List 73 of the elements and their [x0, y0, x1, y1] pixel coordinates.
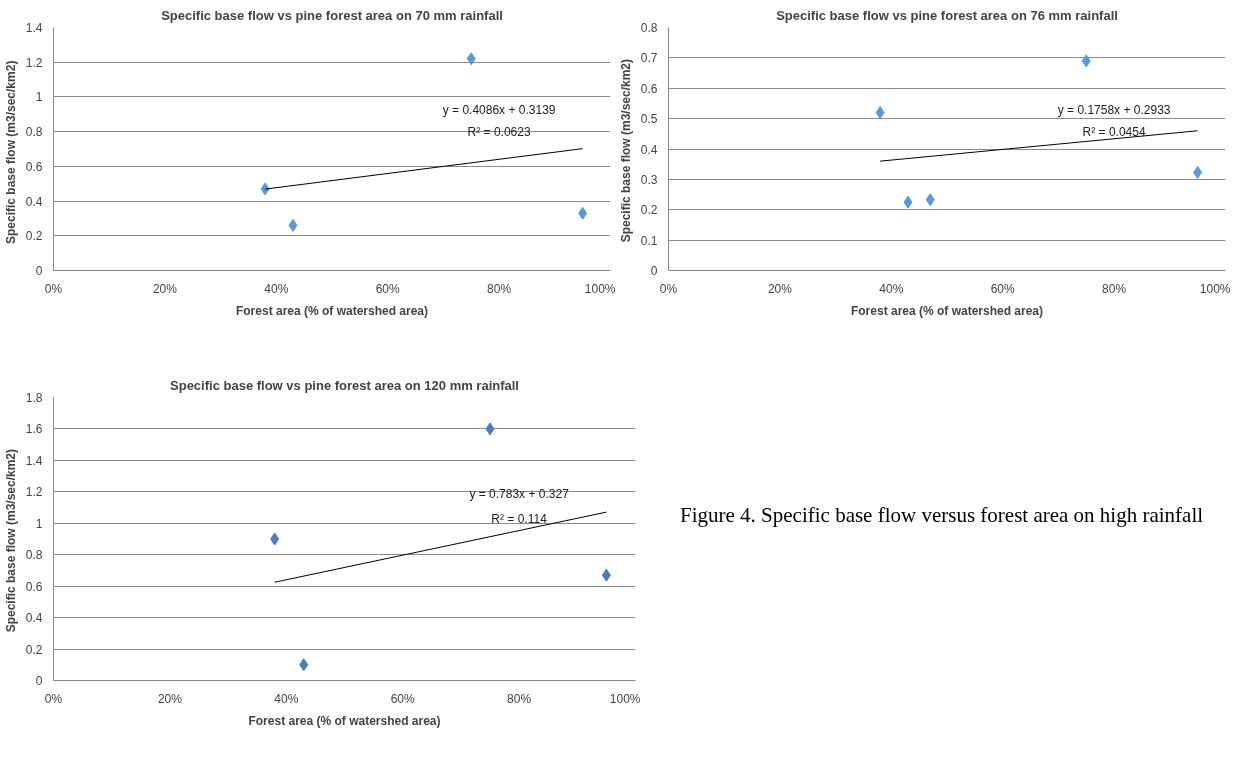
- x-axis-title: Forest area (% of watershed area): [248, 713, 441, 728]
- point: [578, 206, 588, 220]
- point: [288, 218, 298, 232]
- x-tick-label: 20%: [152, 281, 178, 296]
- x-tick-label: 0%: [44, 281, 63, 296]
- y-tick-label: 1: [35, 516, 43, 531]
- y-tick-label: 0.8: [640, 21, 658, 35]
- y-tick-label: 0.8: [25, 125, 43, 140]
- point: [1193, 165, 1203, 179]
- y-tick-label: 0: [35, 264, 43, 278]
- y-tick-label: 0: [650, 264, 658, 278]
- x-axis-title: Forest area (% of watershed area): [235, 303, 429, 318]
- y-tick-label: 0.4: [640, 142, 658, 157]
- y-axis-title: Specific base flow (m3/sec/km2): [3, 60, 18, 245]
- y-tick-label: 0.6: [25, 159, 43, 174]
- point: [466, 52, 476, 66]
- x-tick-label: 0%: [659, 281, 678, 296]
- x-tick-label: 100%: [584, 281, 616, 296]
- point: [485, 422, 495, 436]
- chart-title: Specific base flow vs pine forest area on 70 mm rainfall: [161, 7, 503, 23]
- x-tick-label: 60%: [375, 281, 401, 296]
- annotation: y = 0.1758x + 0.2933: [1057, 103, 1171, 118]
- y-tick-label: 0.6: [640, 81, 658, 96]
- annotation: y = 0.783x + 0.327: [469, 486, 570, 501]
- x-tick-label: 80%: [507, 691, 532, 706]
- point: [299, 658, 309, 672]
- y-tick-label: 0.2: [640, 203, 658, 218]
- chart-title: Specific base flow vs pine forest area on 76 mm rainfall: [776, 7, 1118, 23]
- point: [601, 568, 611, 582]
- x-tick-label: 20%: [767, 281, 793, 296]
- y-tick-label: 1.4: [25, 453, 43, 468]
- y-tick-label: 1.2: [25, 55, 43, 70]
- y-axis-title: Specific base flow (m3/sec/km2): [3, 448, 18, 633]
- point: [925, 193, 935, 207]
- x-tick-label: 40%: [879, 281, 904, 296]
- y-tick-label: 0.3: [640, 172, 658, 187]
- x-tick-label: 40%: [264, 281, 289, 296]
- annotation: y = 0.4086x + 0.3139: [442, 103, 556, 118]
- point: [875, 106, 885, 120]
- chart-title: Specific base flow vs pine forest area on 120 mm rainfall: [170, 377, 519, 393]
- y-tick-label: 1.2: [25, 485, 43, 500]
- y-tick-label: 1.8: [25, 391, 43, 405]
- y-tick-label: 0: [35, 674, 43, 688]
- y-tick-label: 0.7: [640, 51, 658, 66]
- annotation: R² = 0.114: [491, 512, 548, 527]
- y-tick-label: 0.4: [25, 194, 43, 209]
- x-tick-label: 60%: [990, 281, 1016, 296]
- y-tick-label: 1.4: [25, 21, 43, 35]
- x-tick-label: 80%: [487, 281, 512, 296]
- y-tick-label: 0.6: [25, 579, 43, 594]
- y-tick-label: 0.8: [25, 548, 43, 563]
- y-tick-label: 0.2: [25, 642, 43, 657]
- y-tick-label: 0.1: [640, 233, 658, 248]
- x-tick-label: 100%: [609, 691, 641, 706]
- x-tick-label: 60%: [390, 691, 416, 706]
- x-tick-label: 20%: [157, 691, 183, 706]
- point: [270, 532, 280, 546]
- y-tick-label: 0.5: [640, 112, 658, 127]
- x-tick-label: 80%: [1102, 281, 1127, 296]
- annotation: R² = 0.0623: [467, 124, 531, 139]
- point: [1081, 54, 1091, 68]
- x-axis-title: Forest area (% of watershed area): [850, 303, 1044, 318]
- x-tick-label: 40%: [274, 691, 299, 706]
- y-tick-label: 1.6: [25, 422, 43, 437]
- x-tick-label: 0%: [44, 691, 63, 706]
- point: [903, 195, 913, 209]
- y-tick-label: 1: [35, 90, 43, 105]
- annotation: R² = 0.0454: [1082, 124, 1146, 139]
- x-tick-label: 100%: [1199, 281, 1231, 296]
- caption: Figure 4. Specific base flow versus forest area on high rainfall: [680, 502, 1204, 529]
- y-tick-label: 0.4: [25, 611, 43, 626]
- y-axis-title: Specific base flow (m3/sec/km2): [618, 58, 633, 243]
- y-tick-label: 0.2: [25, 229, 43, 244]
